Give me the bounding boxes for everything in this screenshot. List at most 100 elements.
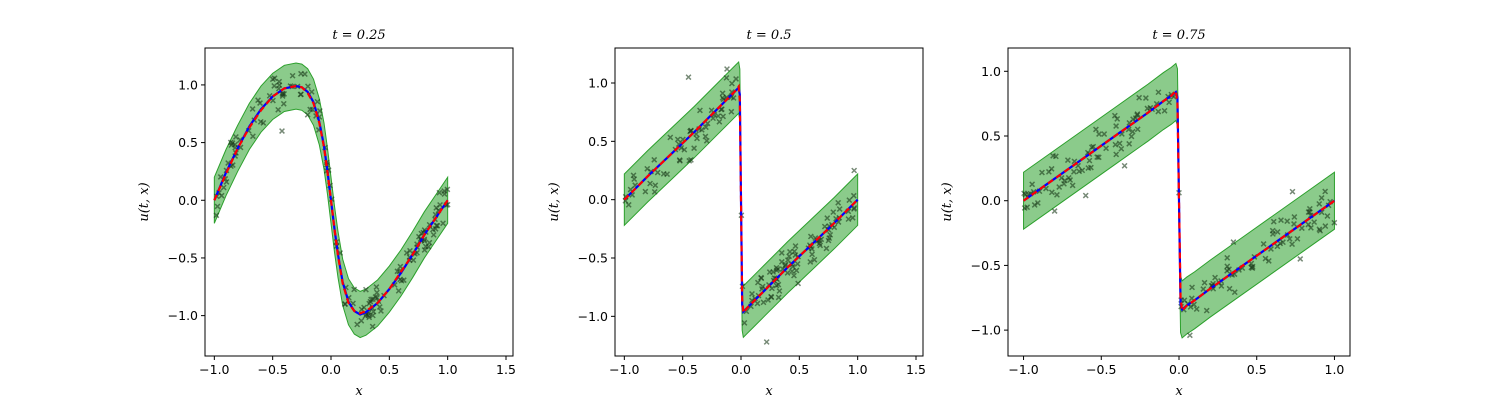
- plot-area: [1021, 62, 1338, 339]
- observation-point: [1212, 274, 1218, 281]
- observation-point: [1226, 285, 1233, 292]
- y-tick-label: 0.5: [981, 129, 1001, 144]
- axes-frame: [614, 47, 924, 357]
- observation-point: [403, 249, 410, 256]
- observation-point: [791, 272, 797, 279]
- observation-point: [1029, 181, 1036, 188]
- observation-point: [784, 257, 791, 263]
- x-tick-label: 1.5: [496, 362, 516, 377]
- panel-title: t = 0.75: [1152, 28, 1205, 43]
- observation-point: [1262, 255, 1269, 262]
- observation-point: [395, 287, 402, 294]
- observation-point: [775, 294, 782, 301]
- observation-point: [728, 108, 735, 115]
- observation-point: [1134, 112, 1141, 119]
- y-tick-label: 0.5: [178, 135, 198, 150]
- y-tick-label: 0.0: [981, 193, 1001, 208]
- observation-point: [1144, 105, 1151, 112]
- observation-point: [365, 312, 372, 319]
- observation-point: [378, 308, 384, 314]
- observation-point: [730, 95, 737, 101]
- observation-point: [1318, 194, 1325, 201]
- observation-point: [1058, 175, 1065, 181]
- observation-point: [1039, 169, 1045, 176]
- observation-point: [1116, 140, 1123, 147]
- x-tick-label: −1.0: [199, 362, 229, 377]
- observation-point: [220, 184, 227, 191]
- observation-point: [1061, 180, 1067, 187]
- observation-point: [703, 137, 710, 144]
- x-tick-label: 0.5: [379, 362, 399, 377]
- observation-point: [307, 106, 314, 113]
- observation-point: [1224, 254, 1231, 261]
- y-tick-label: 0.0: [178, 193, 198, 208]
- observation-point: [719, 90, 726, 97]
- observation-point: [260, 119, 267, 126]
- y-tick-label: 0.5: [588, 134, 608, 149]
- observation-point: [652, 182, 659, 189]
- observation-point: [1289, 241, 1296, 248]
- observation-point: [440, 220, 446, 227]
- observation-point: [314, 98, 321, 105]
- observation-point: [824, 215, 831, 221]
- observation-point: [363, 286, 369, 293]
- observation-point: [1112, 141, 1119, 148]
- observation-point: [1298, 225, 1305, 232]
- observation-point: [694, 135, 700, 142]
- observation-point: [716, 118, 723, 125]
- x-axis-label: x: [1175, 384, 1183, 399]
- observation-point: [733, 76, 739, 82]
- observation-point: [1113, 151, 1120, 158]
- observation-point: [1193, 306, 1200, 312]
- observation-point: [1113, 123, 1120, 129]
- observation-point: [1274, 243, 1281, 250]
- observation-point: [1101, 131, 1108, 137]
- x-tick-label: 1.0: [438, 362, 458, 377]
- y-tick-label: −0.5: [578, 251, 608, 266]
- observation-point: [368, 296, 375, 303]
- observation-point: [1274, 229, 1281, 235]
- observation-point: [768, 293, 774, 300]
- observation-point: [1155, 108, 1162, 115]
- observation-point: [1305, 209, 1312, 216]
- observation-point: [1048, 189, 1055, 196]
- y-axis-label: u(t, x): [547, 182, 562, 221]
- observation-point: [1086, 157, 1093, 164]
- observation-point: [773, 264, 780, 271]
- observation-point: [1056, 184, 1063, 190]
- observation-point: [376, 304, 383, 310]
- observation-point: [1322, 223, 1329, 230]
- observation-point: [846, 197, 853, 204]
- observation-point: [1111, 112, 1118, 119]
- observation-point: [279, 91, 286, 98]
- observation-point: [651, 188, 658, 195]
- prediction-line: [623, 83, 859, 316]
- observation-point: [232, 141, 239, 148]
- plot-area: [213, 62, 451, 339]
- observation-point: [1322, 188, 1329, 195]
- observation-point: [1079, 167, 1086, 174]
- observation-point: [213, 212, 220, 219]
- prediction-line: [1022, 88, 1336, 314]
- observation-point: [674, 136, 681, 143]
- panel-3: −1.0 −0.5 0.0 0.5 1.0 −1.0 −0.5 0.0 0.5 1.0 t = 0.…: [940, 28, 1351, 399]
- observation-point: [823, 245, 830, 252]
- observation-point: [811, 256, 818, 263]
- observation-point: [1034, 200, 1041, 206]
- observation-point: [749, 290, 755, 297]
- observation-point: [710, 115, 716, 122]
- observation-point: [441, 188, 448, 194]
- x-tick-label: 0.5: [789, 362, 809, 377]
- observation-point: [342, 301, 348, 308]
- y-tick-label: −0.5: [168, 250, 198, 265]
- observation-point: [1082, 192, 1089, 199]
- observation-point: [1090, 143, 1097, 150]
- observation-point: [1126, 140, 1133, 147]
- observation-point: [1103, 145, 1110, 152]
- observation-point: [316, 108, 323, 114]
- observation-point: [631, 176, 638, 183]
- observation-point: [1031, 202, 1038, 208]
- observation-point: [249, 106, 256, 112]
- observation-point: [422, 243, 429, 250]
